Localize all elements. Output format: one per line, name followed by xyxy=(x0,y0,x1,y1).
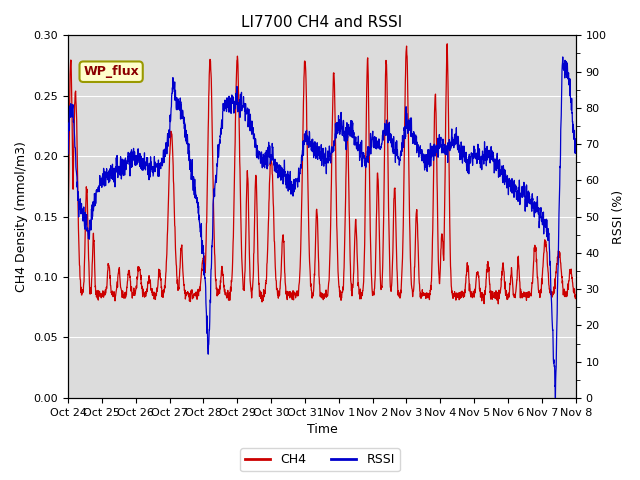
Y-axis label: CH4 Density (mmol/m3): CH4 Density (mmol/m3) xyxy=(15,141,28,292)
Legend: CH4, RSSI: CH4, RSSI xyxy=(240,448,400,471)
Y-axis label: RSSI (%): RSSI (%) xyxy=(612,190,625,244)
X-axis label: Time: Time xyxy=(307,423,337,436)
Text: WP_flux: WP_flux xyxy=(83,65,139,78)
Title: LI7700 CH4 and RSSI: LI7700 CH4 and RSSI xyxy=(241,15,403,30)
